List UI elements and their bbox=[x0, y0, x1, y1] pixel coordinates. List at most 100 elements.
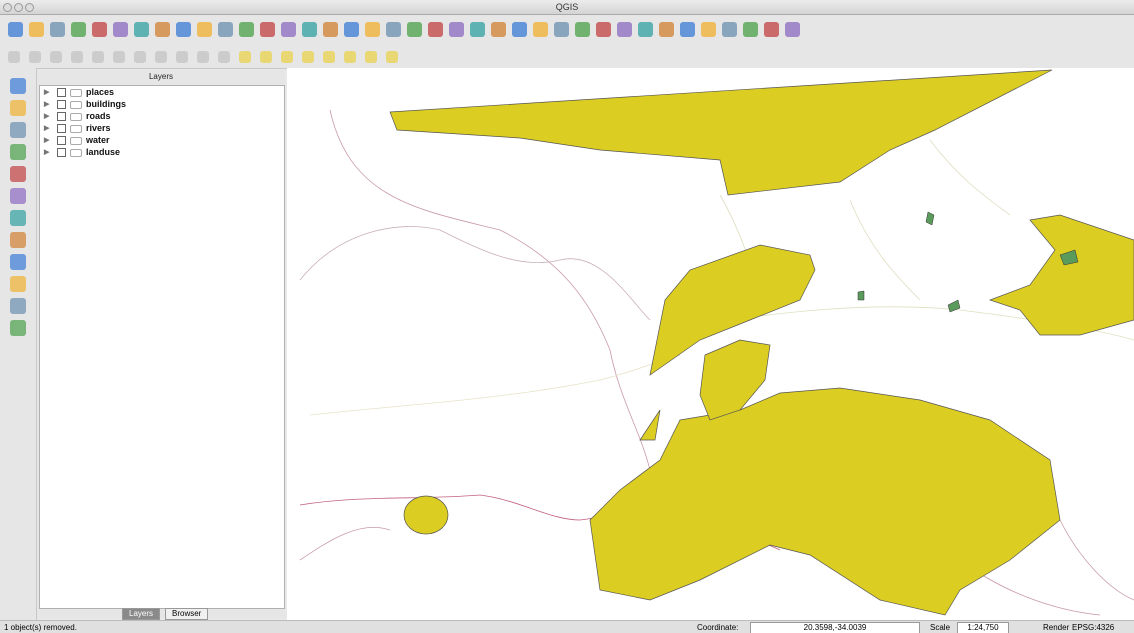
expand-arrow[interactable]: ▶ bbox=[44, 149, 50, 156]
scale-field[interactable]: 1:24,750 bbox=[957, 622, 1009, 633]
landuse-polygon bbox=[589, 387, 1061, 616]
toolbar-button[interactable] bbox=[218, 51, 230, 63]
crs-label[interactable]: EPSG:4326 bbox=[1072, 623, 1115, 632]
expand-arrow[interactable]: ▶ bbox=[44, 137, 50, 144]
toolbar-button[interactable] bbox=[176, 51, 188, 63]
toolbar-button[interactable] bbox=[512, 22, 527, 37]
toolbar-button[interactable] bbox=[10, 78, 26, 94]
toolbar-button[interactable] bbox=[10, 232, 26, 248]
layer-item[interactable]: ▶ places bbox=[40, 86, 280, 98]
toolbar-button[interactable] bbox=[533, 22, 548, 37]
toolbar-button[interactable] bbox=[470, 22, 485, 37]
toolbar-button[interactable] bbox=[134, 51, 146, 63]
toolbar-button[interactable] bbox=[10, 144, 26, 160]
toolbar-button[interactable] bbox=[302, 22, 317, 37]
toolbar-button[interactable] bbox=[344, 51, 356, 63]
toolbar-button[interactable] bbox=[10, 254, 26, 270]
toolbar-button[interactable] bbox=[8, 22, 23, 37]
toolbar-button[interactable] bbox=[365, 51, 377, 63]
toolbar-button[interactable] bbox=[10, 166, 26, 182]
map-canvas[interactable] bbox=[287, 68, 1134, 620]
expand-arrow[interactable]: ▶ bbox=[44, 89, 50, 96]
toolbar-button[interactable] bbox=[596, 22, 611, 37]
toolbar-button[interactable] bbox=[50, 51, 62, 63]
toolbar-button[interactable] bbox=[10, 320, 26, 336]
toolbar-button[interactable] bbox=[575, 22, 590, 37]
toolbar-button[interactable] bbox=[10, 100, 26, 116]
toolbar-button[interactable] bbox=[554, 22, 569, 37]
toolbar-button[interactable] bbox=[386, 51, 398, 63]
layer-item[interactable]: ▶ roads bbox=[40, 110, 280, 122]
layer-item[interactable]: ▶ landuse bbox=[40, 146, 280, 158]
toolbar-button[interactable] bbox=[155, 22, 170, 37]
toolbar-button[interactable] bbox=[10, 122, 26, 138]
toolbar-button[interactable] bbox=[10, 276, 26, 292]
minimize-button[interactable] bbox=[14, 3, 23, 12]
tab[interactable]: Layers bbox=[122, 608, 161, 620]
zoom-button[interactable] bbox=[25, 3, 34, 12]
toolbar-button[interactable] bbox=[8, 51, 20, 63]
coordinate-field[interactable]: 20.3598,-34.0039 bbox=[750, 622, 920, 633]
toolbar-button[interactable] bbox=[785, 22, 800, 37]
layer-checkbox[interactable] bbox=[57, 88, 66, 97]
expand-arrow[interactable]: ▶ bbox=[44, 125, 50, 132]
toolbar-button[interactable] bbox=[92, 51, 104, 63]
toolbar-button[interactable] bbox=[638, 22, 653, 37]
toolbar-button[interactable] bbox=[659, 22, 674, 37]
toolbar-button[interactable] bbox=[680, 22, 695, 37]
toolbar-button[interactable] bbox=[239, 51, 251, 63]
toolbar-button[interactable] bbox=[10, 210, 26, 226]
layer-checkbox[interactable] bbox=[57, 124, 66, 133]
toolbar-button[interactable] bbox=[323, 22, 338, 37]
layer-checkbox[interactable] bbox=[57, 100, 66, 109]
toolbar-button[interactable] bbox=[10, 298, 26, 314]
toolbar-button[interactable] bbox=[92, 22, 107, 37]
render-label[interactable]: Render bbox=[1043, 623, 1070, 632]
toolbar-button[interactable] bbox=[344, 22, 359, 37]
toolbar-button[interactable] bbox=[197, 22, 212, 37]
toolbar-button[interactable] bbox=[176, 22, 191, 37]
toolbar-button[interactable] bbox=[50, 22, 65, 37]
toolbar-button[interactable] bbox=[10, 188, 26, 204]
toolbar-button[interactable] bbox=[491, 22, 506, 37]
toolbar-button[interactable] bbox=[71, 51, 83, 63]
toolbar-button[interactable] bbox=[701, 22, 716, 37]
toolbar-button[interactable] bbox=[281, 22, 296, 37]
toolbar-button[interactable] bbox=[449, 22, 464, 37]
expand-arrow[interactable]: ▶ bbox=[44, 101, 50, 108]
close-button[interactable] bbox=[3, 3, 12, 12]
tab[interactable]: Browser bbox=[165, 608, 209, 620]
layer-item[interactable]: ▶ buildings bbox=[40, 98, 280, 110]
toolbar-button[interactable] bbox=[113, 51, 125, 63]
layer-checkbox[interactable] bbox=[57, 148, 66, 157]
layer-item[interactable]: ▶ rivers bbox=[40, 122, 280, 134]
toolbar-button[interactable] bbox=[113, 22, 128, 37]
layer-checkbox[interactable] bbox=[57, 136, 66, 145]
toolbar-button[interactable] bbox=[29, 22, 44, 37]
toolbar-button[interactable] bbox=[71, 22, 86, 37]
landuse-polygon bbox=[988, 214, 1134, 336]
toolbar-button[interactable] bbox=[239, 22, 254, 37]
layer-item[interactable]: ▶ water bbox=[40, 134, 280, 146]
toolbar-button[interactable] bbox=[155, 51, 167, 63]
toolbar-button[interactable] bbox=[134, 22, 149, 37]
toolbar-button[interactable] bbox=[281, 51, 293, 63]
toolbar-button[interactable] bbox=[764, 22, 779, 37]
toolbar-button[interactable] bbox=[197, 51, 209, 63]
toolbar-button[interactable] bbox=[617, 22, 632, 37]
toolbar-button[interactable] bbox=[323, 51, 335, 63]
toolbar-button[interactable] bbox=[218, 22, 233, 37]
toolbar-button[interactable] bbox=[722, 22, 737, 37]
toolbar-button[interactable] bbox=[29, 51, 41, 63]
toolbar-button[interactable] bbox=[260, 22, 275, 37]
toolbar-button[interactable] bbox=[302, 51, 314, 63]
layer-checkbox[interactable] bbox=[57, 112, 66, 121]
toolbar-button[interactable] bbox=[365, 22, 380, 37]
toolbar-button[interactable] bbox=[260, 51, 272, 63]
toolbar-button[interactable] bbox=[386, 22, 401, 37]
toolbar-button[interactable] bbox=[743, 22, 758, 37]
toolbar-button[interactable] bbox=[407, 22, 422, 37]
toolbar-button[interactable] bbox=[428, 22, 443, 37]
expand-arrow[interactable]: ▶ bbox=[44, 113, 50, 120]
